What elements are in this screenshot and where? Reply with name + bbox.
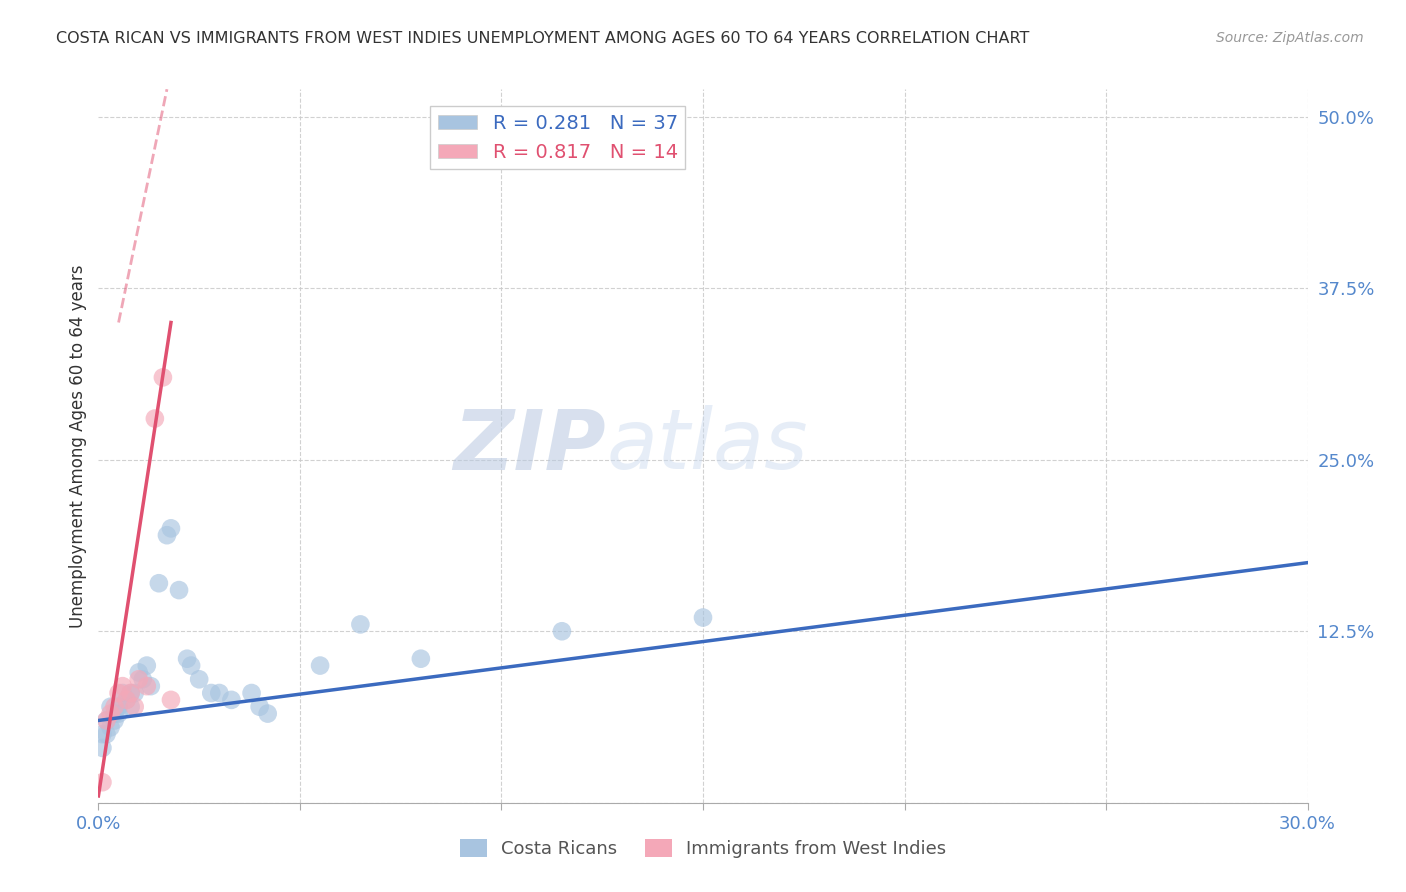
Point [124,699,146,714]
Point [91,740,114,755]
Point [240,686,263,700]
Point [176,651,198,665]
Point [188,673,211,687]
Point [143,411,166,425]
Point [111,679,134,693]
Point [120,686,142,700]
Text: COSTA RICAN VS IMMIGRANTS FROM WEST INDIES UNEMPLOYMENT AMONG AGES 60 TO 64 YEAR: COSTA RICAN VS IMMIGRANTS FROM WEST INDI… [56,31,1029,46]
Point [249,699,271,714]
Point [120,699,142,714]
Text: ZIP: ZIP [454,406,606,486]
Point [115,693,138,707]
Point [128,665,150,680]
Text: atlas: atlas [606,406,808,486]
Point [167,583,190,598]
Point [96,714,118,728]
Point [139,679,162,693]
Point [256,706,278,721]
Point [200,686,222,700]
Point [135,658,157,673]
Text: Source: ZipAtlas.com: Source: ZipAtlas.com [1216,31,1364,45]
Y-axis label: Unemployment Among Ages 60 to 64 years: Unemployment Among Ages 60 to 64 years [69,264,87,628]
Point [409,651,432,665]
Point [107,699,129,714]
Point [111,686,134,700]
Point [160,693,183,707]
Point [115,693,138,707]
Point [180,658,202,673]
Point [100,699,122,714]
Point [692,610,714,624]
Point [91,775,114,789]
Point [103,714,125,728]
Point [100,706,122,721]
Point [100,720,122,734]
Point [96,727,118,741]
Point [551,624,574,639]
Point [152,370,174,384]
Point [124,686,146,700]
Point [103,706,125,721]
Point [135,679,157,693]
Point [128,673,150,687]
Point [103,699,125,714]
Point [148,576,170,591]
Point [132,673,155,687]
Point [221,693,243,707]
Point [107,686,129,700]
Point [309,658,332,673]
Point [156,528,179,542]
Point [107,706,129,721]
Point [208,686,231,700]
Legend: Costa Ricans, Immigrants from West Indies: Costa Ricans, Immigrants from West Indie… [453,831,953,865]
Point [120,686,142,700]
Point [91,727,114,741]
Point [96,714,118,728]
Point [349,617,371,632]
Point [160,521,183,535]
